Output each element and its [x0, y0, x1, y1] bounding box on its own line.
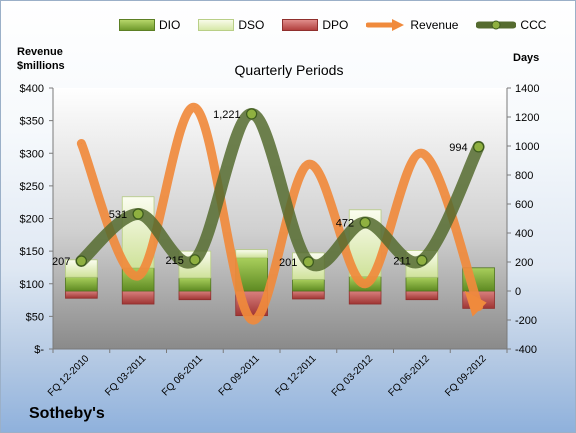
- right-axis-title: Days: [513, 52, 540, 64]
- left-tick-label: $350: [20, 116, 44, 128]
- bar-dso: [235, 249, 268, 259]
- x-tick-label: FQ 12-2011: [274, 353, 319, 398]
- right-tick-label: 200: [515, 257, 533, 269]
- left-tick-label: $150: [20, 246, 44, 258]
- ccc-point: [302, 256, 314, 268]
- revenue-point: [137, 275, 139, 277]
- revenue-line: [76, 103, 484, 325]
- bar-dpo: [65, 290, 98, 299]
- ccc-data-label: 201: [279, 257, 297, 269]
- ccc-data-label: 1,221: [213, 109, 241, 121]
- legend-label-dso: DSO: [238, 18, 265, 32]
- legend-item-revenue: Revenue: [366, 18, 458, 32]
- ccc-data-label: 994: [449, 142, 467, 154]
- ccc-point: [473, 141, 485, 153]
- ccc-point: [189, 254, 201, 266]
- company-name: Sotheby's: [29, 405, 105, 422]
- right-tick-label: 1000: [515, 141, 539, 153]
- legend-label-dio: DIO: [159, 18, 181, 32]
- legend-item-dso: DSO: [198, 18, 264, 32]
- left-tick-label: $-: [34, 344, 44, 356]
- legend-swatch-ccc: [476, 20, 517, 30]
- revenue-point: [80, 142, 82, 144]
- bar-dio: [405, 276, 439, 292]
- ccc-data-label: 531: [109, 209, 127, 221]
- legend-swatch-dso: [198, 19, 235, 31]
- left-tick-label: $100: [20, 279, 44, 291]
- revenue-arrowhead: [464, 290, 487, 317]
- legend-swatch-dpo: [282, 19, 319, 31]
- bar-dpo: [178, 290, 212, 301]
- right-tick-label: 1400: [515, 83, 539, 95]
- legend-label-dpo: DPO: [322, 18, 349, 32]
- x-tick-label: FQ 09-2012: [443, 353, 489, 399]
- ccc-data-label: 472: [336, 218, 354, 230]
- right-tick-label: -400: [515, 344, 537, 356]
- bar-dio: [65, 276, 98, 292]
- bar-dpo: [121, 290, 155, 305]
- bar-dio: [292, 278, 325, 292]
- bar-dpo: [405, 290, 439, 301]
- ccc-data-label: 211: [393, 255, 411, 267]
- revenue-point: [421, 152, 423, 154]
- legend-swatch-revenue: [366, 19, 405, 31]
- x-tick-label: FQ 12-2010: [46, 353, 92, 399]
- legend-label-ccc: CCC: [520, 18, 547, 32]
- x-tick-label: FQ 09-2011: [217, 353, 262, 398]
- chart-title: Quarterly Periods: [234, 62, 344, 78]
- bar-dio: [178, 277, 212, 292]
- left-tick-label: $50: [26, 311, 44, 323]
- legend-item-dpo: DPO: [282, 18, 348, 32]
- legend-item-dio: DIO: [119, 18, 180, 32]
- revenue-point: [251, 319, 253, 321]
- revenue-point: [307, 163, 309, 165]
- right-tick-label: 1200: [515, 112, 539, 124]
- x-tick-label: FQ 06-2011: [160, 353, 205, 398]
- ccc-point: [416, 254, 428, 267]
- x-tick-label: FQ 03-2011: [103, 353, 148, 398]
- right-tick-label: 0: [515, 286, 521, 298]
- left-tick-label: $250: [20, 181, 44, 193]
- x-tick-label: FQ 06-2012: [386, 353, 432, 399]
- legend-item-ccc: CCC: [476, 18, 546, 32]
- bar-dpo: [292, 290, 325, 300]
- bar-dpo: [348, 290, 382, 305]
- legend-label-revenue: Revenue: [410, 18, 459, 32]
- right-tick-label: 400: [515, 228, 533, 240]
- ccc-point: [132, 208, 144, 220]
- right-tick-label: -200: [515, 315, 537, 327]
- left-axis-title: Revenue $millions: [17, 46, 65, 72]
- right-tick-label: 600: [515, 199, 533, 211]
- ccc-point: [75, 255, 87, 267]
- revenue-point: [194, 107, 196, 109]
- left-tick-label: $400: [20, 83, 44, 95]
- revenue-point: [364, 283, 366, 285]
- x-tick-label: FQ 03-2012: [330, 353, 376, 399]
- left-tick-label: $200: [20, 214, 44, 226]
- ccc-data-label: 215: [166, 255, 184, 267]
- ccc-point: [359, 216, 371, 229]
- ccc-data-label: 207: [52, 256, 70, 268]
- left-tick-label: $300: [20, 148, 44, 160]
- legend-swatch-dio: [119, 19, 155, 31]
- right-tick-label: 800: [515, 170, 533, 182]
- chart-legend: DIO DSO DPO Revenue CCC: [119, 15, 564, 35]
- ccc-point: [246, 108, 258, 120]
